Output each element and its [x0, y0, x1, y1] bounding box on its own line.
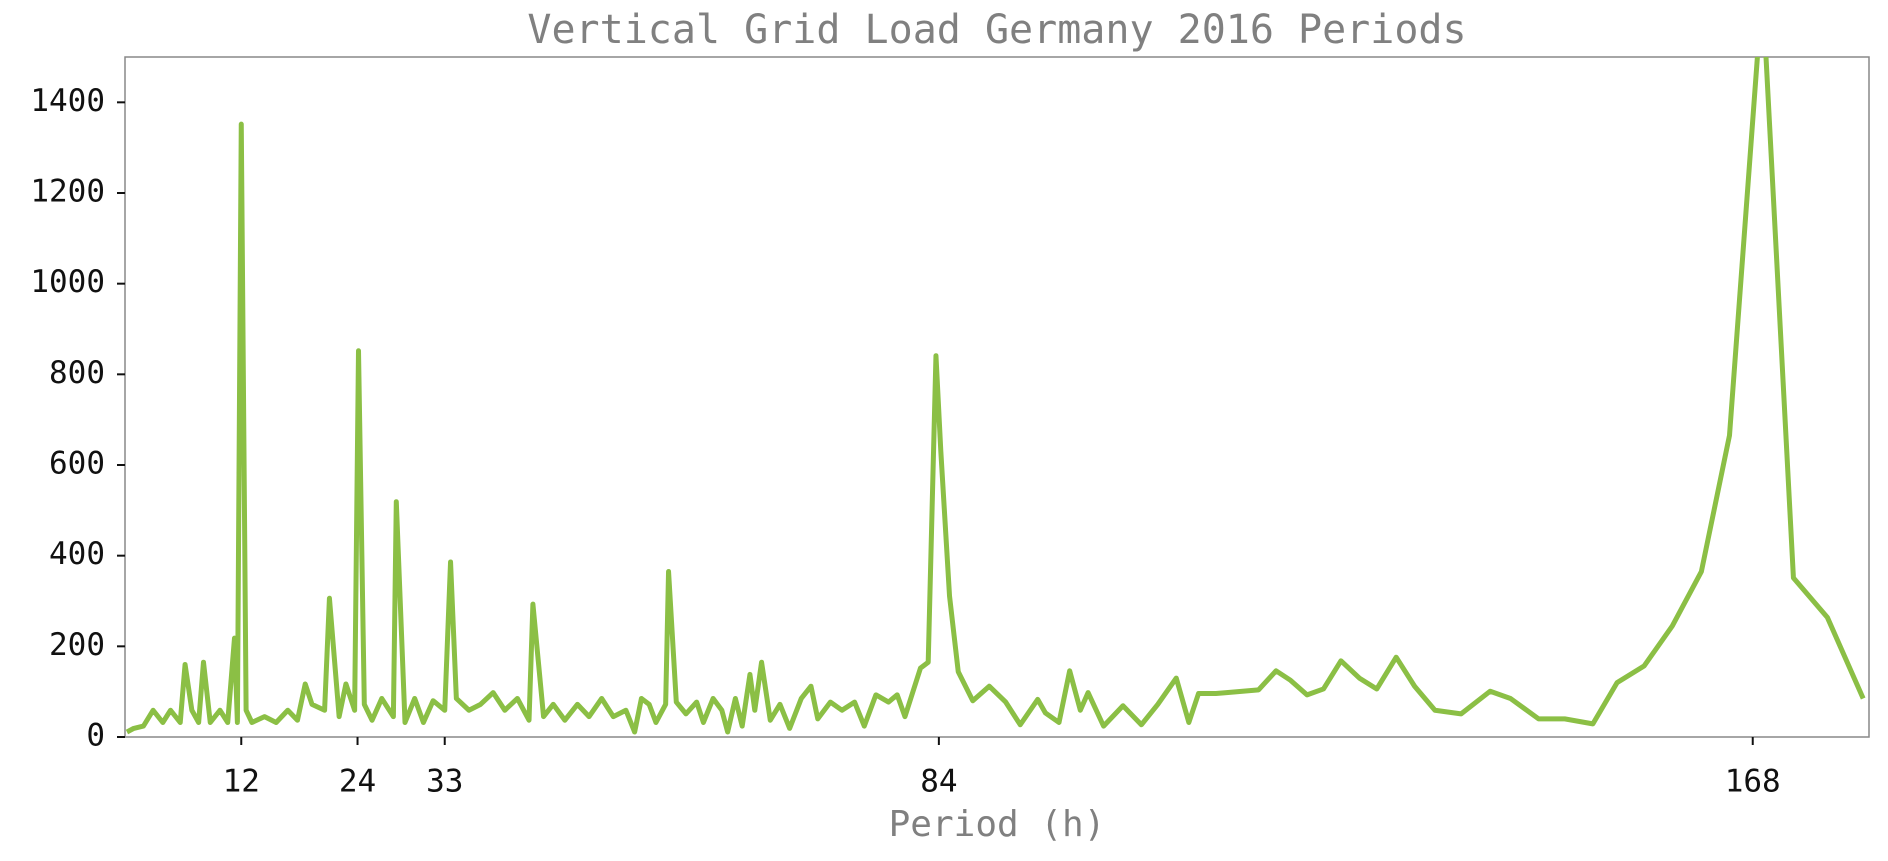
chart-title: Vertical Grid Load Germany 2016 Periods — [527, 7, 1466, 53]
x-tick-label: 24 — [339, 764, 376, 800]
y-tick-label: 400 — [49, 536, 105, 572]
y-tick-label: 1200 — [30, 174, 105, 210]
data-line — [125, 57, 1866, 735]
y-tick-label: 0 — [86, 718, 105, 754]
y-tick-label: 600 — [49, 446, 105, 482]
y-tick-label: 200 — [49, 627, 105, 663]
x-tick-label: 168 — [1725, 764, 1781, 800]
y-tick-label: 1000 — [30, 264, 105, 300]
y-tick-label: 800 — [49, 355, 105, 391]
x-tick-label: 84 — [920, 764, 957, 800]
x-axis-label: Period (h) — [889, 804, 1106, 845]
plot-frame — [124, 56, 1870, 738]
x-tick-label: 33 — [426, 764, 463, 800]
x-tick-label: 12 — [223, 764, 260, 800]
y-tick-label: 1400 — [30, 83, 105, 119]
